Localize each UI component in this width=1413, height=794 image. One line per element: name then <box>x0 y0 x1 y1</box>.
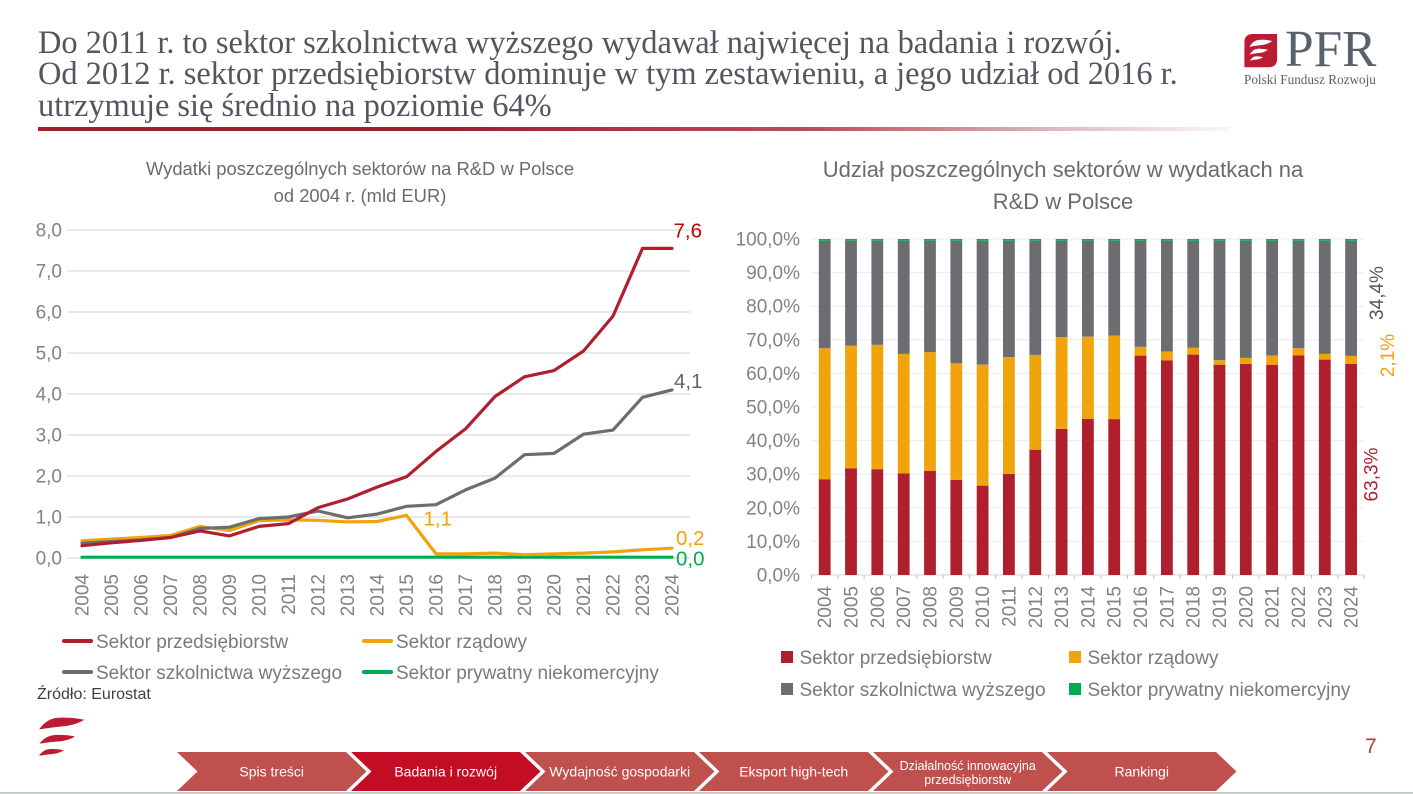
svg-text:2,1%: 2,1% <box>1378 334 1399 377</box>
svg-text:2022: 2022 <box>1289 586 1310 628</box>
svg-text:2019: 2019 <box>515 574 536 616</box>
svg-text:20,0%: 20,0% <box>746 498 800 519</box>
svg-text:1,0: 1,0 <box>36 508 62 529</box>
svg-text:2021: 2021 <box>574 574 595 616</box>
svg-text:2020: 2020 <box>545 574 566 616</box>
svg-text:4,1: 4,1 <box>674 370 703 393</box>
svg-text:4,0: 4,0 <box>36 385 62 406</box>
svg-text:70,0%: 70,0% <box>746 330 800 351</box>
svg-text:2014: 2014 <box>1078 586 1099 629</box>
svg-text:40,0%: 40,0% <box>746 431 800 452</box>
svg-text:2004: 2004 <box>815 586 836 629</box>
svg-text:Działalność innowacyjna: Działalność innowacyjna <box>900 759 1036 773</box>
svg-text:2013: 2013 <box>338 574 359 616</box>
svg-text:2019: 2019 <box>1210 586 1231 628</box>
svg-text:2014: 2014 <box>368 574 389 617</box>
svg-text:60,0%: 60,0% <box>746 364 800 385</box>
svg-text:2018: 2018 <box>486 574 507 616</box>
svg-text:2005: 2005 <box>842 586 863 628</box>
svg-text:2016: 2016 <box>1131 586 1152 628</box>
svg-text:2017: 2017 <box>456 574 477 616</box>
svg-text:8,0: 8,0 <box>36 221 62 242</box>
svg-text:2012: 2012 <box>309 574 330 616</box>
svg-text:2017: 2017 <box>1157 586 1178 628</box>
svg-text:2015: 2015 <box>1105 586 1126 628</box>
svg-text:2012: 2012 <box>1026 586 1047 628</box>
svg-text:Eksport high-tech: Eksport high-tech <box>739 764 848 780</box>
svg-text:2011: 2011 <box>999 586 1020 627</box>
svg-text:34,4%: 34,4% <box>1367 266 1388 320</box>
svg-text:2010: 2010 <box>250 574 271 616</box>
svg-text:2016: 2016 <box>427 574 448 616</box>
svg-text:2011: 2011 <box>279 574 300 615</box>
svg-text:2018: 2018 <box>1184 586 1205 628</box>
svg-text:Rankingi: Rankingi <box>1114 764 1168 780</box>
svg-text:2006: 2006 <box>132 574 153 616</box>
svg-text:2023: 2023 <box>633 574 654 616</box>
svg-text:2022: 2022 <box>604 574 625 616</box>
svg-text:50,0%: 50,0% <box>746 398 800 419</box>
svg-text:7,0: 7,0 <box>36 262 62 283</box>
svg-text:100,0%: 100,0% <box>736 230 801 251</box>
svg-text:2008: 2008 <box>921 586 942 628</box>
svg-text:2009: 2009 <box>220 574 241 616</box>
svg-text:2020: 2020 <box>1236 586 1257 628</box>
svg-text:Spis treści: Spis treści <box>239 764 304 780</box>
svg-text:2006: 2006 <box>868 586 889 628</box>
svg-text:2004: 2004 <box>73 574 94 617</box>
svg-text:przedsiębiorstw: przedsiębiorstw <box>924 773 1012 787</box>
svg-text:2024: 2024 <box>663 574 684 617</box>
svg-text:3,0: 3,0 <box>36 426 62 447</box>
svg-text:90,0%: 90,0% <box>746 263 800 284</box>
svg-text:5,0: 5,0 <box>36 344 62 365</box>
svg-text:7,6: 7,6 <box>674 220 703 243</box>
svg-text:2007: 2007 <box>161 574 182 616</box>
svg-text:0,2: 0,2 <box>676 527 705 550</box>
svg-text:Badania i rozwój: Badania i rozwój <box>394 764 497 780</box>
svg-text:2013: 2013 <box>1052 586 1073 628</box>
svg-text:0,0: 0,0 <box>676 548 705 571</box>
svg-text:2,0: 2,0 <box>36 467 62 488</box>
svg-text:2008: 2008 <box>191 574 212 616</box>
svg-text:80,0%: 80,0% <box>746 297 800 318</box>
svg-text:1,1: 1,1 <box>424 508 453 531</box>
svg-text:0,0%: 0,0% <box>757 566 800 587</box>
svg-text:2007: 2007 <box>894 586 915 628</box>
svg-text:6,0: 6,0 <box>36 303 62 324</box>
svg-text:63,3%: 63,3% <box>1362 447 1383 501</box>
svg-text:2009: 2009 <box>947 586 968 628</box>
svg-text:2015: 2015 <box>397 574 418 616</box>
svg-text:2005: 2005 <box>102 574 123 616</box>
svg-text:2010: 2010 <box>973 586 994 628</box>
svg-text:0,0: 0,0 <box>36 549 62 570</box>
svg-text:30,0%: 30,0% <box>746 465 800 486</box>
svg-text:2023: 2023 <box>1315 586 1336 628</box>
svg-text:Wydajność gospodarki: Wydajność gospodarki <box>549 764 690 780</box>
svg-text:2024: 2024 <box>1342 586 1363 629</box>
svg-text:2021: 2021 <box>1263 586 1284 628</box>
svg-text:10,0%: 10,0% <box>746 532 800 553</box>
